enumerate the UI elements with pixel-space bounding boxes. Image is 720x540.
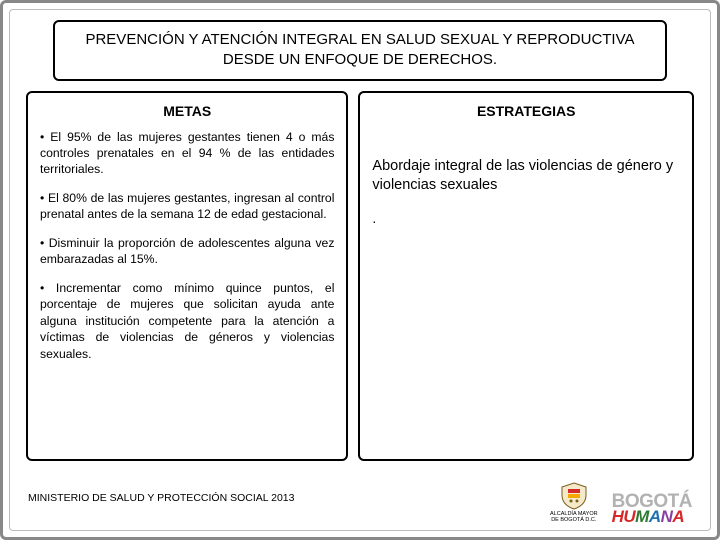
humana-a: A bbox=[649, 507, 661, 526]
bogota-humana-logo: BOGOTÁ HUMANA bbox=[612, 494, 692, 524]
meta-bullet-2: • El 80% de las mujeres gestantes, ingre… bbox=[40, 190, 334, 223]
metas-column: METAS • El 95% de las mujeres gestantes … bbox=[26, 91, 348, 461]
slide-title: PREVENCIÓN Y ATENCIÓN INTEGRAL EN SALUD … bbox=[69, 30, 652, 71]
humana-hu: HU bbox=[612, 507, 636, 526]
humana-m: M bbox=[635, 507, 649, 526]
meta-bullet-4: • Incrementar como mínimo quince puntos,… bbox=[40, 280, 334, 362]
shield-caption: ALCALDÍA MAYOR DE BOGOTÁ D.C. bbox=[550, 512, 598, 524]
meta-bullet-1: • El 95% de las mujeres gestantes tienen… bbox=[40, 129, 334, 178]
metas-header: METAS bbox=[40, 103, 334, 119]
logo-group: ALCALDÍA MAYOR DE BOGOTÁ D.C. BOGOTÁ HUM… bbox=[550, 481, 692, 524]
estrategia-dot: . bbox=[372, 210, 680, 226]
meta-bullet-3: • Disminuir la proporción de adolescente… bbox=[40, 235, 334, 268]
columns-container: METAS • El 95% de las mujeres gestantes … bbox=[26, 91, 694, 461]
slide-frame: PREVENCIÓN Y ATENCIÓN INTEGRAL EN SALUD … bbox=[9, 9, 711, 531]
footer-source: MINISTERIO DE SALUD Y PROTECCIÓN SOCIAL … bbox=[28, 492, 294, 504]
shield-caption-line2: DE BOGOTÁ D.C. bbox=[551, 517, 596, 523]
estrategia-text: Abordaje integral de las violencias de g… bbox=[372, 157, 680, 196]
estrategias-header: ESTRATEGIAS bbox=[372, 103, 680, 119]
estrategias-column: ESTRATEGIAS Abordaje integral de las vio… bbox=[358, 91, 694, 461]
alcaldia-logo: ALCALDÍA MAYOR DE BOGOTÁ D.C. bbox=[550, 481, 598, 524]
shield-icon bbox=[558, 481, 590, 511]
title-box: PREVENCIÓN Y ATENCIÓN INTEGRAL EN SALUD … bbox=[53, 20, 668, 81]
humana-a2: A bbox=[672, 507, 684, 526]
humana-word: HUMANA bbox=[612, 510, 692, 524]
humana-n: N bbox=[661, 507, 673, 526]
